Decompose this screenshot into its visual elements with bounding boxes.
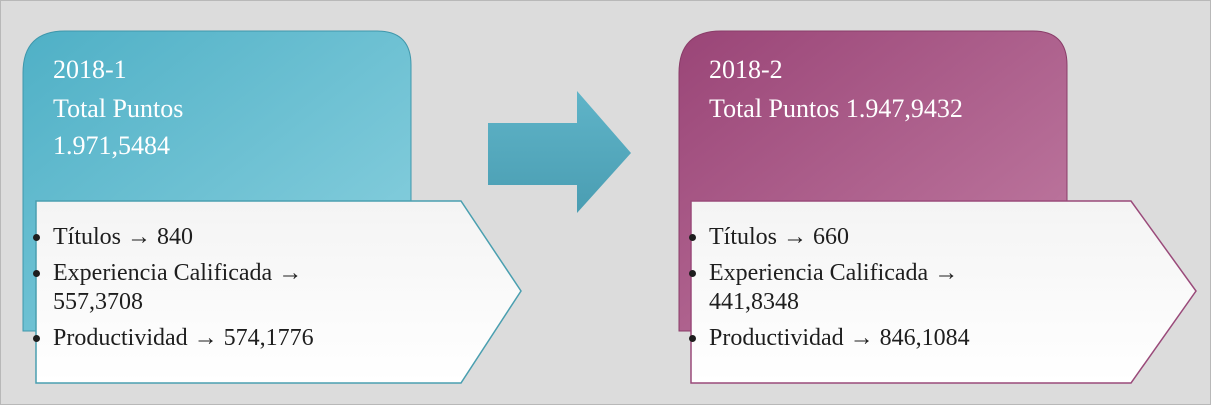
item-list: Títulos → 660 Experiencia Calificada → 4… xyxy=(687,223,1049,360)
item: Títulos → 840 xyxy=(53,223,393,252)
item-list: Títulos → 840 Experiencia Calificada → 5… xyxy=(31,223,393,360)
panel-body-bg xyxy=(690,200,1197,384)
item: Experiencia Calificada → 557,3708 xyxy=(53,259,393,317)
item: Productividad → 574,1776 xyxy=(53,324,393,353)
item: Productividad → 846,1084 xyxy=(709,324,1049,353)
item: Experiencia Calificada → 441,8348 xyxy=(709,259,1049,317)
total: Total Puntos 1.947,9432 xyxy=(709,94,963,123)
period: 2018-2 xyxy=(709,55,783,84)
period: 2018-1 xyxy=(53,55,127,84)
panel-body-bg xyxy=(35,200,522,384)
total: Total Puntos 1.971,5484 xyxy=(53,94,184,160)
item: Títulos → 660 xyxy=(709,223,1049,252)
panel-header: 2018-1 Total Puntos 1.971,5484 xyxy=(53,51,303,166)
transition-arrow xyxy=(488,91,631,213)
panel-header: 2018-2 Total Puntos 1.947,9432 xyxy=(709,51,1069,129)
